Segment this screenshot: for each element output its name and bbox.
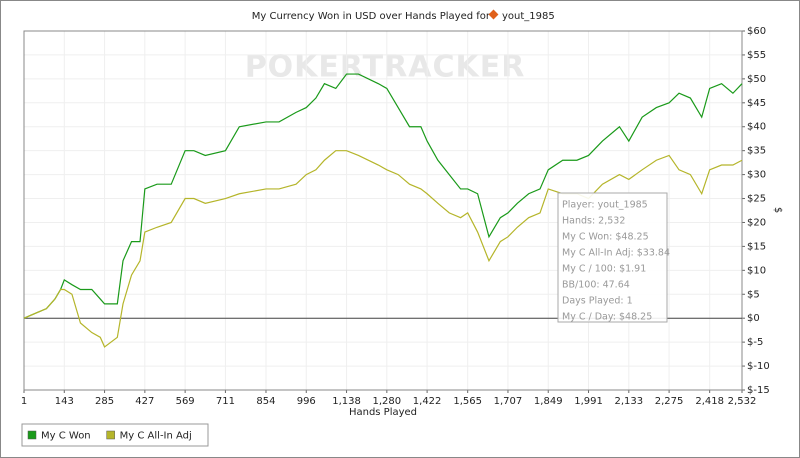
y-tick-label: $45 xyxy=(747,98,766,109)
legend-swatch xyxy=(106,430,115,440)
x-axis-label: Hands Played xyxy=(349,407,417,418)
tooltip-box xyxy=(557,192,668,323)
x-tick-label: 996 xyxy=(297,396,316,407)
x-tick-label: 854 xyxy=(256,396,275,407)
x-tick-label: 1,707 xyxy=(494,396,523,407)
y-tick-label: $-10 xyxy=(747,361,770,372)
tooltip-line: BB/100: 47.64 xyxy=(562,280,630,291)
x-tick-label: 2,418 xyxy=(695,396,724,407)
series-line xyxy=(23,73,743,319)
y-tick-label: $25 xyxy=(747,194,766,205)
x-tick-label: 1,138 xyxy=(332,396,361,407)
plot-border xyxy=(23,30,743,391)
x-tick-label: 2,532 xyxy=(728,396,757,407)
tooltip-line: My C / 100: $1.91 xyxy=(562,264,646,275)
y-tick-label: $-5 xyxy=(747,337,763,348)
series-line xyxy=(23,150,743,348)
tooltip-line: Hands: 2,532 xyxy=(562,216,625,227)
y-tick-label: $0 xyxy=(747,313,760,324)
y-tick-label: $20 xyxy=(747,217,766,228)
y-tick-label: $60 xyxy=(747,26,766,37)
tooltip-line: Days Played: 1 xyxy=(562,296,633,307)
x-tick-label: 2,275 xyxy=(655,396,684,407)
x-tick-label: 1 xyxy=(21,396,27,407)
y-axis-label: $ xyxy=(772,207,783,213)
y-tick-label: $15 xyxy=(747,241,766,252)
legend-box xyxy=(21,423,209,447)
tooltip-line: My C / Day: $48.25 xyxy=(562,312,652,323)
x-tick-label: 1,565 xyxy=(453,396,482,407)
y-tick-label: $-15 xyxy=(747,385,770,396)
y-tick-label: $55 xyxy=(747,50,766,61)
legend-swatch xyxy=(27,430,37,440)
x-tick-label: 143 xyxy=(55,396,74,407)
chart-title: My Currency Won in USD over Hands Played… xyxy=(252,11,491,22)
x-tick-label: 711 xyxy=(216,396,235,407)
x-tick-label: 1,991 xyxy=(574,396,603,407)
x-tick-label: 2,133 xyxy=(614,396,643,407)
x-tick-label: 1,849 xyxy=(534,396,563,407)
x-tick-label: 1,422 xyxy=(413,396,442,407)
y-tick-label: $10 xyxy=(747,265,766,276)
y-tick-label: $40 xyxy=(747,122,766,133)
y-tick-label: $5 xyxy=(747,289,760,300)
x-tick-label: 569 xyxy=(176,396,195,407)
x-tick-label: 285 xyxy=(95,396,114,407)
legend-label: My C Won xyxy=(41,431,91,442)
tooltip-line: My C All-In Adj: $33.84 xyxy=(562,248,670,259)
x-tick-label: 427 xyxy=(135,396,154,407)
player-name: yout_1985 xyxy=(502,11,555,22)
y-tick-label: $35 xyxy=(747,146,766,157)
legend-label: My C All-In Adj xyxy=(120,431,192,442)
tooltip-line: Player: yout_1985 xyxy=(562,200,648,211)
tooltip-line: My C Won: $48.25 xyxy=(562,232,649,243)
y-tick-label: $30 xyxy=(747,170,766,181)
y-tick-label: $50 xyxy=(747,74,766,85)
x-tick-label: 1,280 xyxy=(373,396,402,407)
tooltip: Player: yout_1985 Hands: 2,532 My C Won: $… xyxy=(557,192,670,323)
